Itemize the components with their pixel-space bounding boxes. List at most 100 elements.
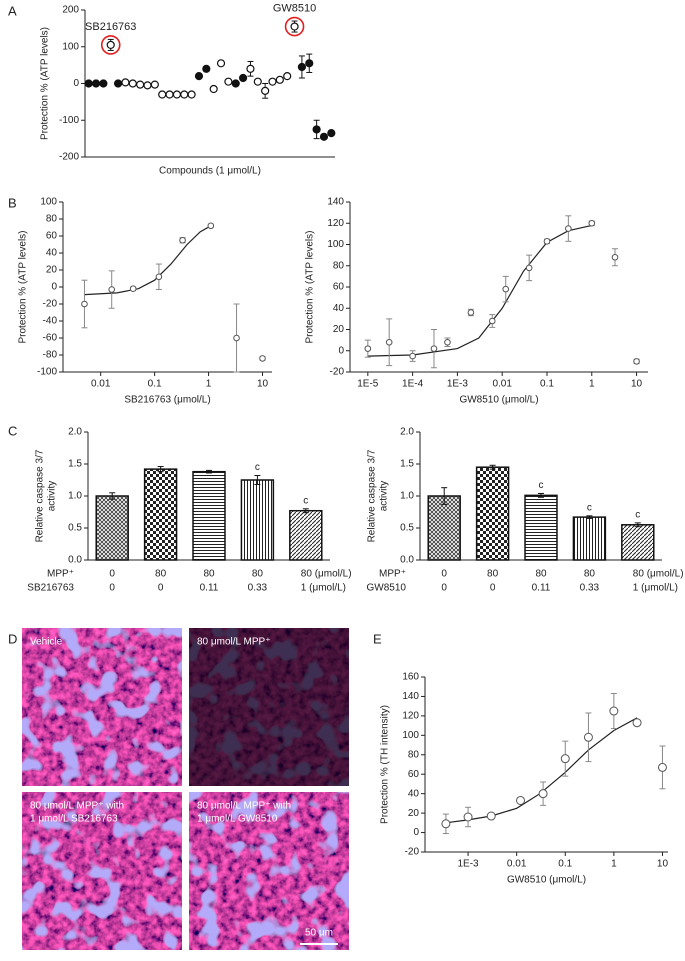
panel-label: C [8, 423, 17, 438]
data-point [525, 264, 533, 272]
bar [240, 479, 275, 561]
data-point [113, 79, 123, 88]
data-point [108, 286, 116, 293]
table-cell: 0 [109, 583, 115, 594]
data-point [172, 90, 182, 99]
x-tick-label: 0.01 [492, 379, 512, 390]
data-point [633, 358, 640, 365]
y-tick-label: 2.0 [68, 427, 82, 438]
highlight-ring [284, 16, 305, 37]
table-cell: 80 [535, 569, 547, 580]
data-point [128, 79, 137, 88]
x-tick-label: 1 [589, 379, 595, 390]
micrograph-label: 80 μmol/L MPP⁺ [197, 637, 270, 648]
data-point [99, 79, 108, 88]
data-point [565, 225, 572, 232]
data-point [224, 77, 233, 86]
data-point [609, 706, 619, 716]
y-axis-label: activity [379, 481, 390, 512]
data-point [463, 812, 473, 822]
data-point [486, 811, 496, 821]
data-point [319, 132, 329, 141]
error-bar [489, 464, 496, 470]
x-tick-label: 0.1 [558, 859, 572, 870]
significance-label: c [587, 502, 592, 513]
y-tick-label: 100 [62, 41, 79, 52]
table-cell: 80 (μmol/L) [301, 569, 352, 580]
data-point [560, 754, 570, 764]
data-point [165, 90, 174, 99]
y-tick-label: 80 [333, 260, 345, 271]
y-tick-label: 40 [333, 303, 345, 314]
data-point [209, 84, 218, 94]
y-tick-label: -20 [405, 847, 420, 858]
table-cell: 80 [203, 569, 215, 580]
x-tick-label: 1E-5 [357, 379, 379, 390]
error-bar [441, 487, 448, 505]
table-cell: 80 [487, 569, 499, 580]
y-tick-label: 120 [402, 711, 419, 722]
y-tick-label: 140 [402, 691, 419, 702]
table-cell: 0 [441, 569, 447, 580]
error-bar [586, 515, 593, 519]
y-tick-label: 60 [333, 282, 345, 293]
data-point [216, 59, 226, 68]
data-point [231, 79, 240, 88]
y-tick-label: -80 [43, 350, 58, 361]
y-tick-label: 20 [333, 324, 345, 335]
data-point [81, 300, 88, 308]
data-point [246, 64, 255, 73]
y-tick-label: 20 [408, 808, 420, 819]
x-tick-label: 1 [206, 379, 212, 390]
y-tick-label: 1.0 [68, 491, 82, 502]
y-tick-label: -60 [43, 333, 58, 344]
y-tick-label: 1.5 [68, 459, 82, 470]
y-tick-label: 0.5 [400, 523, 414, 534]
data-point [364, 345, 372, 352]
data-point [588, 219, 596, 227]
data-point [327, 129, 336, 138]
data-point [632, 718, 642, 728]
data-point [312, 125, 321, 134]
significance-label: c [539, 480, 544, 491]
table-cell: 0.33 [248, 583, 268, 594]
y-tick-label: 140 [327, 197, 344, 208]
micrograph-dim [189, 628, 349, 786]
data-point [297, 62, 307, 72]
y-tick-label: 0 [73, 78, 79, 89]
table-cell: 0 [158, 583, 164, 594]
data-point [516, 795, 526, 805]
bar [143, 468, 178, 561]
fit-curve [367, 224, 592, 357]
data-point [187, 90, 196, 99]
row-label: MPP⁺ [47, 569, 74, 580]
data-point [583, 732, 593, 742]
data-point [180, 90, 189, 99]
significance-label: c [255, 462, 260, 473]
bar [572, 516, 607, 561]
data-point [150, 80, 159, 89]
panel-label: E [373, 631, 382, 646]
micrograph [189, 792, 349, 950]
y-tick-label: -20 [330, 367, 345, 378]
y-axis-label: Protection % (ATP levels) [18, 230, 29, 343]
y-tick-label: 20 [46, 265, 58, 276]
micrograph-label: 80 μmol/L MPP⁺ with [197, 801, 291, 812]
y-axis-label: Protection % (ATP levels) [40, 27, 51, 140]
x-axis-label: SB216763 (μmol/L) [124, 395, 210, 406]
data-point [202, 64, 211, 73]
error-bar [109, 492, 116, 500]
x-axis-label: Compounds (1 μmol/L) [159, 166, 261, 177]
y-tick-label: -40 [43, 316, 58, 327]
y-tick-label: 120 [327, 218, 344, 229]
error-bar [634, 522, 641, 528]
data-point [305, 59, 314, 68]
annotation: SB216763 [85, 21, 136, 33]
data-point [657, 762, 667, 772]
data-point [91, 79, 101, 88]
y-tick-label: 0.0 [400, 555, 414, 566]
data-point [155, 273, 163, 281]
data-point [488, 317, 496, 325]
x-axis-label: GW8510 (μmol/L) [507, 875, 586, 886]
